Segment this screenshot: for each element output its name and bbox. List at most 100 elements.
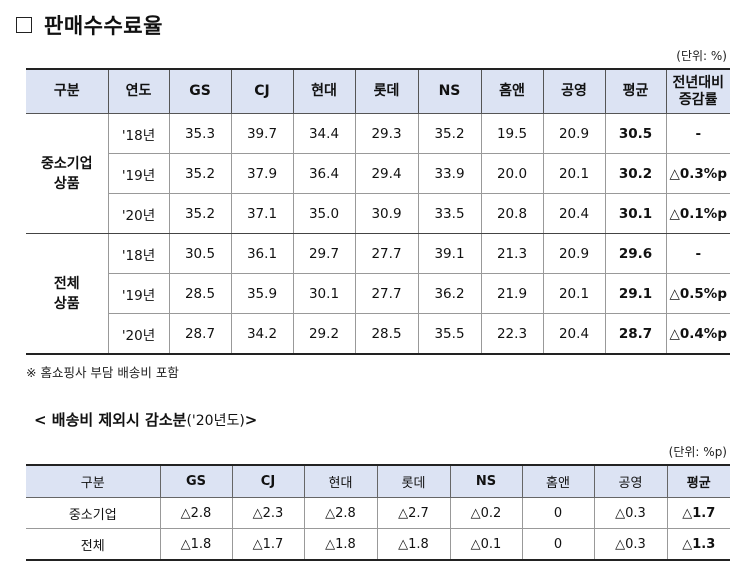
average-cell: △1.7: [666, 497, 730, 529]
table-header-row: 구분 GS CJ 현대 롯데 NS 홈앤 공영 평균: [26, 464, 730, 498]
year-cell: '19년: [108, 153, 170, 194]
value-cell: 37.9: [230, 153, 294, 194]
value-cell: 30.1: [292, 273, 356, 314]
value-cell: 30.9: [354, 193, 419, 234]
value-cell: 35.2: [417, 113, 482, 154]
value-cell: 39.1: [417, 233, 482, 274]
value-cell: 20.9: [542, 113, 606, 154]
header-cell: 구분: [26, 69, 109, 114]
table-row: '19년 35.2 37.9 36.4 29.4 33.9 20.0 20.1 30.2 △0.3…: [26, 153, 730, 194]
header-cell: NS: [449, 464, 523, 498]
header-cell: 평균: [604, 69, 667, 114]
table-row: 전체 △1.8 △1.7 △1.8 △1.8 △0.1 0 △0.3 △1.3: [26, 528, 730, 561]
value-cell: 34.4: [292, 113, 356, 154]
checkbox-square-icon: [16, 17, 32, 33]
header-cell: GS: [159, 464, 233, 498]
year-cell: '19년: [108, 273, 170, 314]
header-cell: 현대: [292, 69, 356, 114]
page-title: 판매수수료율: [44, 14, 163, 38]
value-cell: 21.9: [480, 273, 544, 314]
value-cell: △2.3: [231, 497, 305, 529]
category-cell: 중소기업 상품: [26, 113, 109, 234]
value-cell: 21.3: [480, 233, 544, 274]
value-cell: 36.1: [230, 233, 294, 274]
year-cell: '18년: [107, 233, 170, 274]
average-cell: △1.3: [666, 528, 730, 561]
value-cell: 22.3: [480, 313, 544, 355]
header-cell: CJ: [230, 69, 294, 114]
average-cell: 30.5: [604, 113, 667, 154]
table-row: '19년 28.5 35.9 30.1 27.7 36.2 21.9 20.1 29.1 △0.5…: [26, 273, 730, 314]
table-header-row: 구분 연도 GS CJ 현대 롯데 NS 홈앤 공영 평균 전년대비 증감률: [26, 69, 730, 114]
header-cell: CJ: [231, 464, 305, 498]
change-cell: △0.1%p: [665, 193, 730, 234]
unit-label-2: (단위: %p): [668, 445, 727, 459]
value-cell: 35.2: [168, 153, 232, 194]
change-cell: △0.5%p: [665, 273, 730, 314]
year-cell: '20년: [108, 193, 170, 234]
header-cell: 구분: [26, 464, 161, 498]
value-cell: △1.8: [303, 528, 378, 561]
value-cell: 20.1: [542, 153, 606, 194]
footnote: ※ 홈쇼핑사 부담 배송비 포함: [26, 365, 179, 380]
row-label-cell: 전체: [26, 528, 161, 561]
value-cell: 35.5: [417, 313, 482, 355]
commission-rate-table: 구분 연도 GS CJ 현대 롯데 NS 홈앤 공영 평균 전년대비 증감률 중소기업 상품 '18년 35…: [26, 68, 730, 355]
table-row: '20년 35.2 37.1 35.0 30.9 33.5 20.8 20.4 30.1 △0.1…: [26, 193, 730, 234]
change-cell: -: [665, 233, 730, 274]
average-cell: 30.2: [604, 153, 667, 194]
header-cell: 홈앤: [521, 464, 595, 498]
reduction-table: 구분 GS CJ 현대 롯데 NS 홈앤 공영 평균 중소기업 △2.8 △2.3 △2.8 △2.7 △…: [26, 464, 730, 561]
value-cell: △1.8: [159, 528, 233, 561]
value-cell: 20.1: [542, 273, 606, 314]
header-cell: 홈앤: [480, 69, 544, 114]
value-cell: △1.8: [376, 528, 451, 561]
value-cell: 0: [521, 528, 595, 561]
value-cell: 27.7: [354, 233, 419, 274]
value-cell: 0: [521, 497, 595, 529]
change-cell: △0.3%p: [665, 153, 730, 194]
value-cell: △0.3: [593, 528, 668, 561]
value-cell: 39.7: [230, 113, 294, 154]
year-cell: '18년: [107, 113, 170, 154]
unit-label-1: (단위: %): [676, 49, 727, 63]
value-cell: △0.3: [593, 497, 668, 529]
header-cell: 현대: [303, 464, 378, 498]
value-cell: 28.5: [168, 273, 232, 314]
value-cell: △1.7: [231, 528, 305, 561]
value-cell: 35.2: [168, 193, 232, 234]
subtitle-year: ('20년도): [186, 413, 245, 429]
header-cell: 롯데: [354, 69, 419, 114]
average-cell: 29.1: [604, 273, 667, 314]
value-cell: 20.4: [542, 313, 606, 355]
header-cell: NS: [417, 69, 482, 114]
value-cell: 33.9: [417, 153, 482, 194]
value-cell: △2.7: [376, 497, 451, 529]
value-cell: 20.0: [480, 153, 544, 194]
average-cell: 29.6: [604, 233, 667, 274]
value-cell: 29.7: [292, 233, 356, 274]
value-cell: 36.2: [417, 273, 482, 314]
header-cell: GS: [168, 69, 232, 114]
value-cell: 29.2: [292, 313, 356, 355]
value-cell: △2.8: [303, 497, 378, 529]
table-row: 중소기업 △2.8 △2.3 △2.8 △2.7 △0.2 0 △0.3 △1.7: [26, 497, 730, 529]
header-cell: 롯데: [376, 464, 451, 498]
value-cell: 28.7: [168, 313, 232, 355]
subtitle-close: >: [244, 411, 258, 429]
subtitle-main: < 배송비 제외시 감소분: [34, 411, 187, 429]
value-cell: 28.5: [354, 313, 419, 355]
category-cell: 전체 상품: [26, 233, 109, 355]
section-subtitle: < 배송비 제외시 감소분 ('20년도) >: [34, 409, 257, 430]
value-cell: 29.3: [354, 113, 419, 154]
table-row: '20년 28.7 34.2 29.2 28.5 35.5 22.3 20.4 28.7 △0.4…: [26, 313, 730, 355]
year-cell: '20년: [108, 313, 170, 355]
average-cell: 30.1: [604, 193, 667, 234]
header-cell: 전년대비 증감률: [665, 69, 730, 114]
value-cell: 20.9: [542, 233, 606, 274]
value-cell: 34.2: [230, 313, 294, 355]
page-title-row: 판매수수료율: [16, 10, 163, 40]
value-cell: 20.4: [542, 193, 606, 234]
value-cell: 33.5: [417, 193, 482, 234]
value-cell: 27.7: [354, 273, 419, 314]
